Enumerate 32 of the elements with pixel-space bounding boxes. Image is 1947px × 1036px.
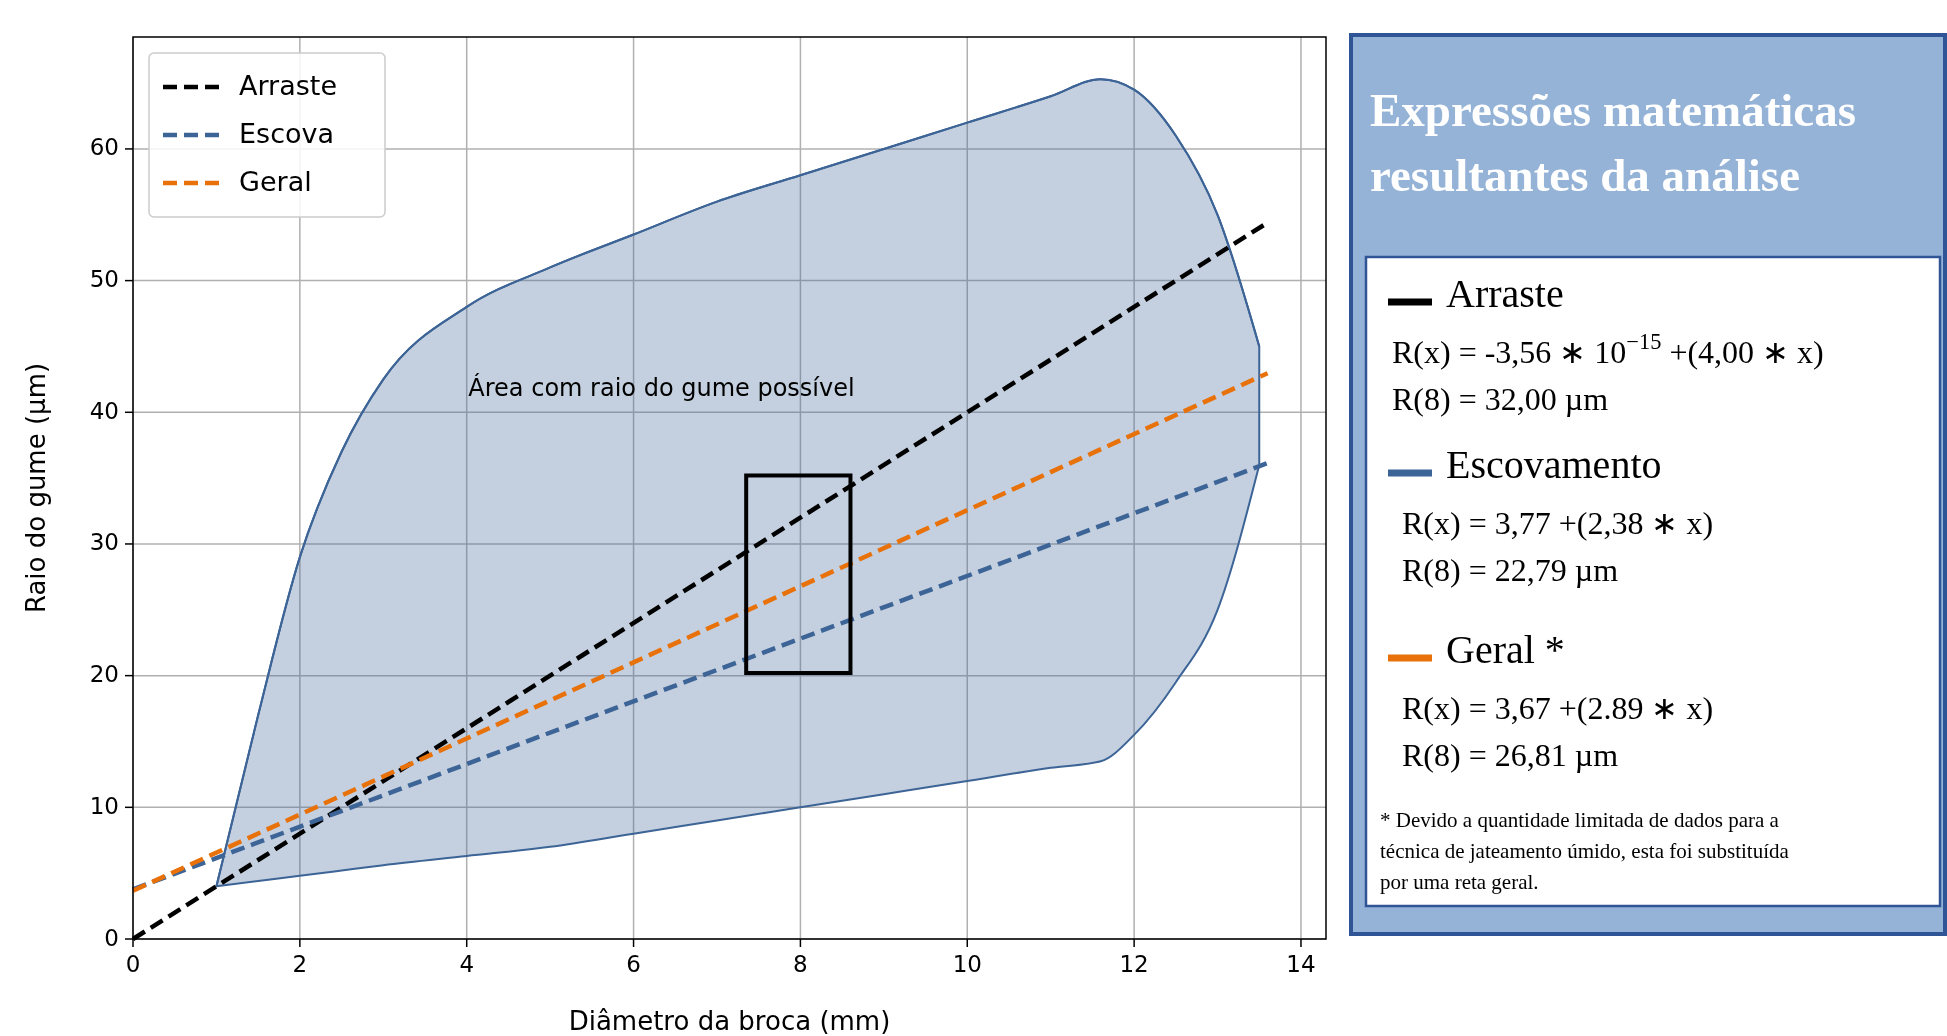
x-axis-title: Diâmetro da broca (mm) <box>568 1006 891 1036</box>
text: Escovamento <box>1446 442 1662 488</box>
x-tick-label: 8 <box>793 951 808 977</box>
x-tick-label: 10 <box>952 951 982 977</box>
legend-label: Arraste <box>239 69 338 101</box>
text: R(8) = 32,00 µm <box>1392 381 1609 418</box>
text: R(x) = -3,56 ∗ 10$^{−15}$ +(4,00 ∗ x) <box>1392 328 1824 371</box>
y-tick-label: 0 <box>104 924 119 951</box>
text: * Devido a quantidade limitada de dados para a técnica de jateamento úmido, esta foi substituída por uma reta geral. <box>1380 807 1790 894</box>
y-tick-label: 30 <box>89 529 119 556</box>
y-tick-label: 10 <box>89 792 119 819</box>
x-tick-label: 14 <box>1286 951 1316 977</box>
text: Expressões matemáticas resultantes da análise <box>1370 83 1857 201</box>
text: R(x) = 3,77 +(2,38 ∗ x) <box>1402 505 1714 542</box>
text: R(8) = 22,79 µm <box>1402 552 1619 589</box>
y-tick-label: 60 <box>89 134 119 161</box>
text: R(x) = 3,67 +(2.89 ∗ x) <box>1402 690 1714 727</box>
y-tick-label: 20 <box>89 661 119 688</box>
y-tick-label: 40 <box>89 397 119 424</box>
legend-label: Escova <box>239 117 335 149</box>
x-tick-label: 2 <box>292 951 308 977</box>
x-tick-label: 0 <box>125 951 141 977</box>
x-tick-label: 6 <box>626 951 641 977</box>
text: R(8) = 26,81 µm <box>1402 737 1619 774</box>
annotation: Área com raio do gume possível <box>468 372 855 402</box>
x-tick-label: 12 <box>1119 951 1149 977</box>
text: Arraste <box>1446 271 1564 317</box>
y-axis-title: Raio do gume (µm) <box>21 362 51 614</box>
x-tick-label: 4 <box>459 951 475 977</box>
y-tick-label: 50 <box>89 266 119 293</box>
legend-label: Geral <box>239 165 312 197</box>
text: Geral * <box>1446 627 1565 673</box>
